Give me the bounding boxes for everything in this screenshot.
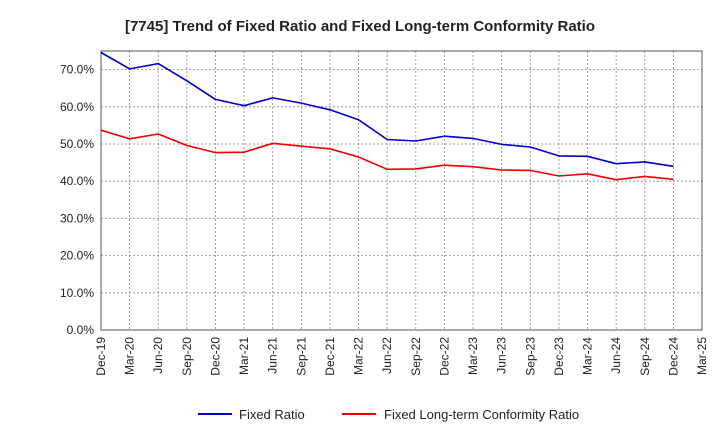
x-tick-label: Sep-23 — [523, 337, 537, 376]
y-tick-label: 50.0% — [60, 137, 94, 151]
x-tick-label: Sep-24 — [638, 337, 652, 376]
x-tick-label: Mar-20 — [123, 337, 137, 375]
y-tick-label: 60.0% — [60, 100, 94, 114]
series-line-1 — [100, 51, 674, 168]
series-lines — [100, 51, 674, 181]
series-line-2 — [100, 129, 674, 181]
y-tick-label: 0.0% — [67, 323, 95, 337]
y-tick-label: 10.0% — [60, 286, 94, 300]
x-tick-label: Dec-19 — [94, 337, 108, 376]
x-tick-label: Mar-21 — [237, 337, 251, 375]
y-axis-ticks: 0.0% 10.0% 20.0% 30.0% 40.0% 50.0% 60.0% 70.0% — [60, 63, 94, 337]
x-tick-label: Jun-21 — [266, 337, 280, 374]
x-tick-label: Jun-24 — [609, 337, 623, 374]
x-tick-label: Dec-23 — [552, 337, 566, 376]
plot-frame — [100, 50, 703, 331]
y-tick-label: 70.0% — [60, 63, 94, 77]
legend: Fixed Ratio Fixed Long-term Conformity Ra… — [198, 407, 579, 422]
axes — [100, 50, 703, 331]
x-tick-label: Dec-20 — [208, 337, 222, 376]
legend-label-1: Fixed Ratio — [239, 407, 305, 422]
x-tick-label: Mar-23 — [466, 337, 480, 375]
grid-lines — [101, 51, 702, 330]
x-tick-label: Sep-22 — [409, 337, 423, 376]
x-axis-ticks: Dec-19 Mar-20 Jun-20 Sep-20 Dec-20 Mar-21 Jun-… — [94, 337, 709, 376]
x-tick-label: Jun-23 — [495, 337, 509, 374]
x-tick-label: Jun-20 — [151, 337, 165, 374]
y-tick-label: 40.0% — [60, 174, 94, 188]
x-tick-label: Mar-25 — [695, 337, 709, 375]
x-tick-label: Sep-21 — [294, 337, 308, 376]
legend-label-2: Fixed Long-term Conformity Ratio — [384, 407, 579, 422]
chart-title: [7745] Trend of Fixed Ratio and Fixed Lo… — [125, 18, 595, 35]
x-tick-label: Dec-22 — [437, 337, 451, 376]
x-tick-label: Mar-22 — [352, 337, 366, 375]
x-tick-label: Dec-24 — [666, 337, 680, 376]
x-tick-label: Sep-20 — [180, 337, 194, 376]
x-tick-label: Mar-24 — [581, 337, 595, 375]
x-tick-label: Jun-22 — [380, 337, 394, 374]
x-tick-label: Dec-21 — [323, 337, 337, 376]
y-tick-label: 30.0% — [60, 211, 94, 225]
y-tick-label: 20.0% — [60, 249, 94, 263]
